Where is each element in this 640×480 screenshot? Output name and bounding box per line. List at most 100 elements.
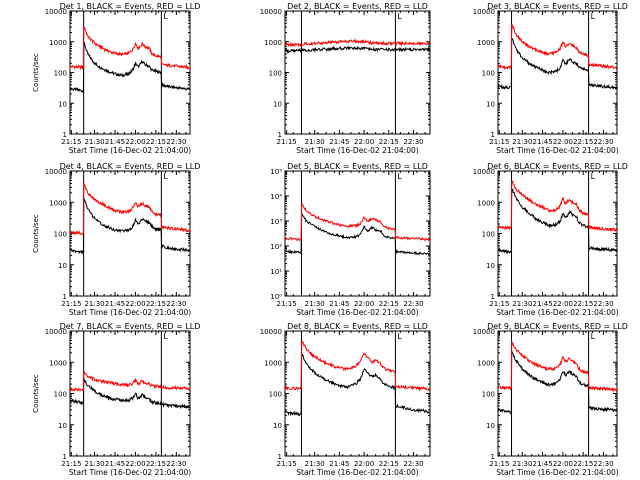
panel-3-xtick-label: 21:30 bbox=[512, 138, 532, 146]
panel-4-ytick-label: 10000 bbox=[45, 168, 67, 176]
panel-5-title: Det 5, BLACK = Events, RED = LLD bbox=[287, 162, 428, 171]
panel-6-series-lld bbox=[497, 180, 618, 233]
panel-9-series-events bbox=[497, 350, 618, 415]
panel-8-xtick-label: 22:00 bbox=[354, 460, 374, 468]
panel-4-xtick-label: 21:30 bbox=[84, 300, 104, 308]
panel-7-xtick-label: 21:30 bbox=[84, 460, 104, 468]
panel-5-xlabel: Start Time (16-Dec-02 21:04:00) bbox=[296, 308, 418, 317]
panel-4-ytick-label: 1 bbox=[63, 293, 67, 301]
panel-6-ytick-label: 10 bbox=[486, 262, 495, 270]
panel-8-marker-label: L bbox=[397, 332, 402, 341]
panel-8-xlabel: Start Time (16-Dec-02 21:04:00) bbox=[296, 468, 418, 477]
panel-7-xlabel: Start Time (16-Dec-02 21:04:00) bbox=[69, 468, 191, 477]
panel-1-xtick-label: 22:15 bbox=[146, 138, 166, 146]
panel-6-xtick-label: 22:15 bbox=[573, 300, 593, 308]
panel-5-xtick-label: 21:30 bbox=[305, 300, 325, 308]
panel-7-ytick-label: 10000 bbox=[45, 328, 67, 336]
panel-5-xtick-label: 22:15 bbox=[379, 300, 399, 308]
panel-8-series-events bbox=[284, 353, 430, 417]
panel-7-xtick-label: 21:15 bbox=[61, 460, 81, 468]
panel-7-ytick-label: 10 bbox=[58, 422, 67, 430]
panel-4-ytick-label: 10 bbox=[58, 262, 67, 270]
panel-9-ytick-label: 10000 bbox=[473, 328, 495, 336]
panel-4-xtick-label: 22:30 bbox=[166, 300, 186, 308]
panel-6-ytick-label: 100 bbox=[482, 231, 495, 239]
panel-8-xtick-label: 21:45 bbox=[329, 460, 349, 468]
panel-6-xtick-label: 21:15 bbox=[489, 300, 509, 308]
panel-7-xtick-label: 22:30 bbox=[166, 460, 186, 468]
panel-3-xtick-label: 22:15 bbox=[573, 138, 593, 146]
panel-3-xtick-label: 21:45 bbox=[533, 138, 553, 146]
panel-4-series-lld bbox=[69, 182, 191, 236]
panel-8-title: Det 8, BLACK = Events, RED = LLD bbox=[287, 322, 428, 331]
panel-5-xtick-label: 21:15 bbox=[277, 300, 297, 308]
panel-1-xtick-label: 21:45 bbox=[105, 138, 125, 146]
panel-8-ytick-label: 1000 bbox=[264, 359, 282, 367]
panel-5-ytick-label: 10⁰ bbox=[270, 293, 282, 301]
panel-4-series-events bbox=[69, 197, 190, 255]
panel-8-xtick-label: 22:15 bbox=[379, 460, 399, 468]
panel-1-xtick-label: 21:30 bbox=[84, 138, 104, 146]
panel-3-ytick-label: 10000 bbox=[473, 8, 495, 16]
panel-6-marker-label: L bbox=[591, 172, 596, 181]
panel-2-ytick-label: 10 bbox=[273, 100, 282, 108]
panel-4-frame bbox=[69, 170, 191, 297]
panel-3-xlabel: Start Time (16-Dec-02 21:04:00) bbox=[496, 146, 618, 155]
panel-8-ytick-label: 10 bbox=[273, 422, 282, 430]
panel-9-marker-label: L bbox=[591, 332, 596, 341]
panel-2-series-lld bbox=[284, 38, 430, 48]
panel-5-ytick-label: 10² bbox=[270, 243, 282, 251]
panel-2-series-events bbox=[284, 45, 431, 55]
panel-1-title: Det 1, BLACK = Events, RED = LLD bbox=[60, 2, 201, 11]
panel-6-ytick-label: 10000 bbox=[473, 168, 495, 176]
panel-7-xtick-label: 22:00 bbox=[125, 460, 145, 468]
panel-3-series-events bbox=[498, 37, 618, 91]
panel-1-marker-label: L bbox=[163, 12, 168, 21]
panel-1-series-lld bbox=[69, 24, 191, 71]
panel-2-ytick-label: 10000 bbox=[260, 8, 282, 16]
panel-7-title: Det 7, BLACK = Events, RED = LLD bbox=[60, 322, 201, 331]
panel-6-xlabel: Start Time (16-Dec-02 21:04:00) bbox=[496, 308, 618, 317]
panel-3-ytick-label: 10 bbox=[486, 100, 495, 108]
panel-9-ytick-label: 100 bbox=[482, 391, 495, 399]
panel-4-title: Det 4, BLACK = Events, RED = LLD bbox=[60, 162, 201, 171]
panel-1-xtick-label: 22:00 bbox=[125, 138, 145, 146]
panel-8-ytick-label: 100 bbox=[269, 391, 282, 399]
panel-4-xtick-label: 21:45 bbox=[105, 300, 125, 308]
panel-5-xtick-label: 22:30 bbox=[403, 300, 423, 308]
panel-2-xtick-label: 22:00 bbox=[354, 138, 374, 146]
panel-7-series-events bbox=[70, 377, 191, 410]
panel-1-xtick-label: 22:30 bbox=[166, 138, 186, 146]
panel-4-xtick-label: 22:00 bbox=[125, 300, 145, 308]
panel-9-ytick-label: 1 bbox=[491, 453, 495, 461]
panel-2-marker-label: L bbox=[397, 12, 402, 21]
panel-2-ytick-label: 1 bbox=[278, 131, 282, 139]
panel-3-series-lld bbox=[497, 23, 617, 70]
panel-6-xtick-label: 21:30 bbox=[512, 300, 532, 308]
panel-7-xtick-label: 21:45 bbox=[105, 460, 125, 468]
panel-3-ytick-label: 1000 bbox=[477, 39, 495, 47]
panel-4-xtick-label: 21:15 bbox=[61, 300, 81, 308]
panel-8-ytick-label: 10000 bbox=[260, 328, 282, 336]
panel-5-ytick-label: 10⁴ bbox=[270, 193, 282, 201]
panel-9-xtick-label: 21:45 bbox=[533, 460, 553, 468]
panel-8-ytick-label: 1 bbox=[278, 453, 282, 461]
panel-5-frame bbox=[284, 170, 431, 297]
panel-2-xtick-label: 22:30 bbox=[403, 138, 423, 146]
panel-2-frame bbox=[284, 10, 431, 135]
panel-3-title: Det 3, BLACK = Events, RED = LLD bbox=[487, 2, 628, 11]
panel-1-ytick-label: 1000 bbox=[49, 39, 67, 47]
panel-2-ytick-label: 100 bbox=[269, 70, 282, 78]
panel-5-series-lld bbox=[284, 203, 431, 242]
panel-5-ytick-label: 10¹ bbox=[270, 268, 282, 276]
panel-6-ytick-label: 1000 bbox=[477, 199, 495, 207]
panel-4-ylabel: Counts/sec bbox=[32, 214, 40, 253]
panel-7-xtick-label: 22:15 bbox=[146, 460, 166, 468]
panel-4-ytick-label: 100 bbox=[54, 231, 67, 239]
panel-3-xtick-label: 22:00 bbox=[553, 138, 573, 146]
panel-3-ytick-label: 1 bbox=[491, 131, 495, 139]
panel-6-xtick-label: 21:45 bbox=[533, 300, 553, 308]
panel-2-xtick-label: 21:15 bbox=[277, 138, 297, 146]
panel-6-title: Det 6, BLACK = Events, RED = LLD bbox=[487, 162, 628, 171]
